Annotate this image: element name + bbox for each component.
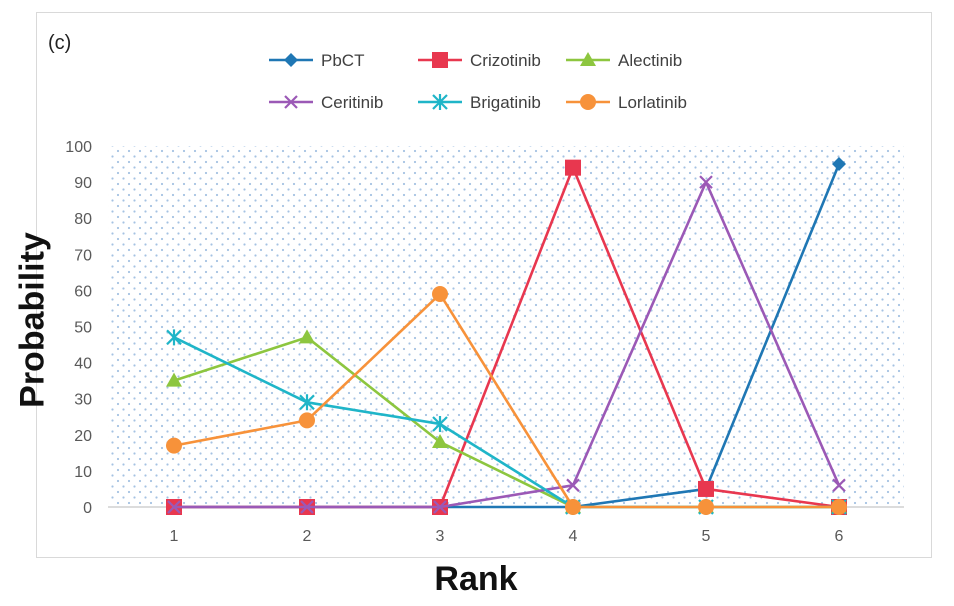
data-point-alectinib: [166, 372, 182, 387]
data-point-lorlatinib: [698, 499, 714, 515]
x-axis-label: Rank: [434, 560, 518, 598]
panel-label: (c): [48, 32, 72, 54]
data-point-brigatinib: [432, 415, 448, 432]
data-point-brigatinib: [166, 329, 182, 346]
legend-marker-brigatinib: [432, 94, 448, 110]
y-tick-label: 0: [83, 500, 92, 517]
legend-label-lorlatinib: Lorlatinib: [618, 93, 687, 112]
legend-label-alectinib: Alectinib: [618, 51, 682, 70]
plot-area-background: [108, 146, 904, 507]
legend-marker-pbct: [284, 53, 298, 67]
data-point-pbct: [832, 157, 846, 172]
x-tick-label: 6: [835, 528, 844, 545]
y-tick-label: 10: [74, 464, 92, 481]
y-tick-label: 30: [74, 392, 92, 409]
data-point-lorlatinib: [166, 437, 182, 454]
y-tick-label: 100: [65, 139, 92, 156]
legend-marker-alectinib: [580, 52, 596, 66]
data-point-ceritinib: [832, 478, 846, 493]
data-point-ceritinib: [699, 175, 713, 189]
legend-label-ceritinib: Ceritinib: [321, 93, 383, 112]
legend-marker-crizotinib: [432, 52, 448, 68]
data-point-lorlatinib: [299, 412, 315, 429]
series-line-ceritinib: [174, 180, 841, 509]
data-point-ceritinib: [300, 500, 314, 514]
data-point-lorlatinib: [831, 499, 847, 515]
y-tick-label: 70: [74, 247, 92, 264]
legend-label-pbct: PbCT: [321, 51, 364, 70]
data-point-crizotinib: [565, 159, 581, 176]
legend-label-crizotinib: Crizotinib: [470, 51, 541, 70]
x-tick-label: 5: [702, 528, 711, 545]
y-tick-label: 50: [74, 320, 92, 337]
data-point-lorlatinib: [565, 499, 581, 515]
y-tick-label: 40: [74, 356, 92, 373]
legend-label-brigatinib: Brigatinib: [470, 93, 541, 112]
x-tick-label: 3: [436, 528, 445, 545]
data-point-brigatinib: [299, 394, 315, 411]
data-point-alectinib: [299, 329, 315, 344]
y-tick-label: 80: [74, 211, 92, 228]
data-point-lorlatinib: [432, 286, 448, 303]
x-tick-label: 2: [303, 528, 312, 545]
data-point-ceritinib: [167, 500, 181, 514]
x-tick-label: 1: [170, 528, 179, 545]
legend-marker-ceritinib: [284, 95, 298, 109]
legend-marker-lorlatinib: [580, 94, 596, 110]
y-tick-label: 90: [74, 175, 92, 192]
data-point-alectinib: [432, 434, 448, 449]
y-tick-label: 20: [74, 428, 92, 445]
y-tick-label: 60: [74, 283, 92, 300]
data-point-ceritinib: [566, 478, 580, 493]
data-point-crizotinib: [698, 480, 714, 497]
data-point-ceritinib: [433, 500, 447, 514]
series-line-lorlatinib: [173, 292, 839, 509]
x-tick-label: 4: [569, 528, 578, 545]
